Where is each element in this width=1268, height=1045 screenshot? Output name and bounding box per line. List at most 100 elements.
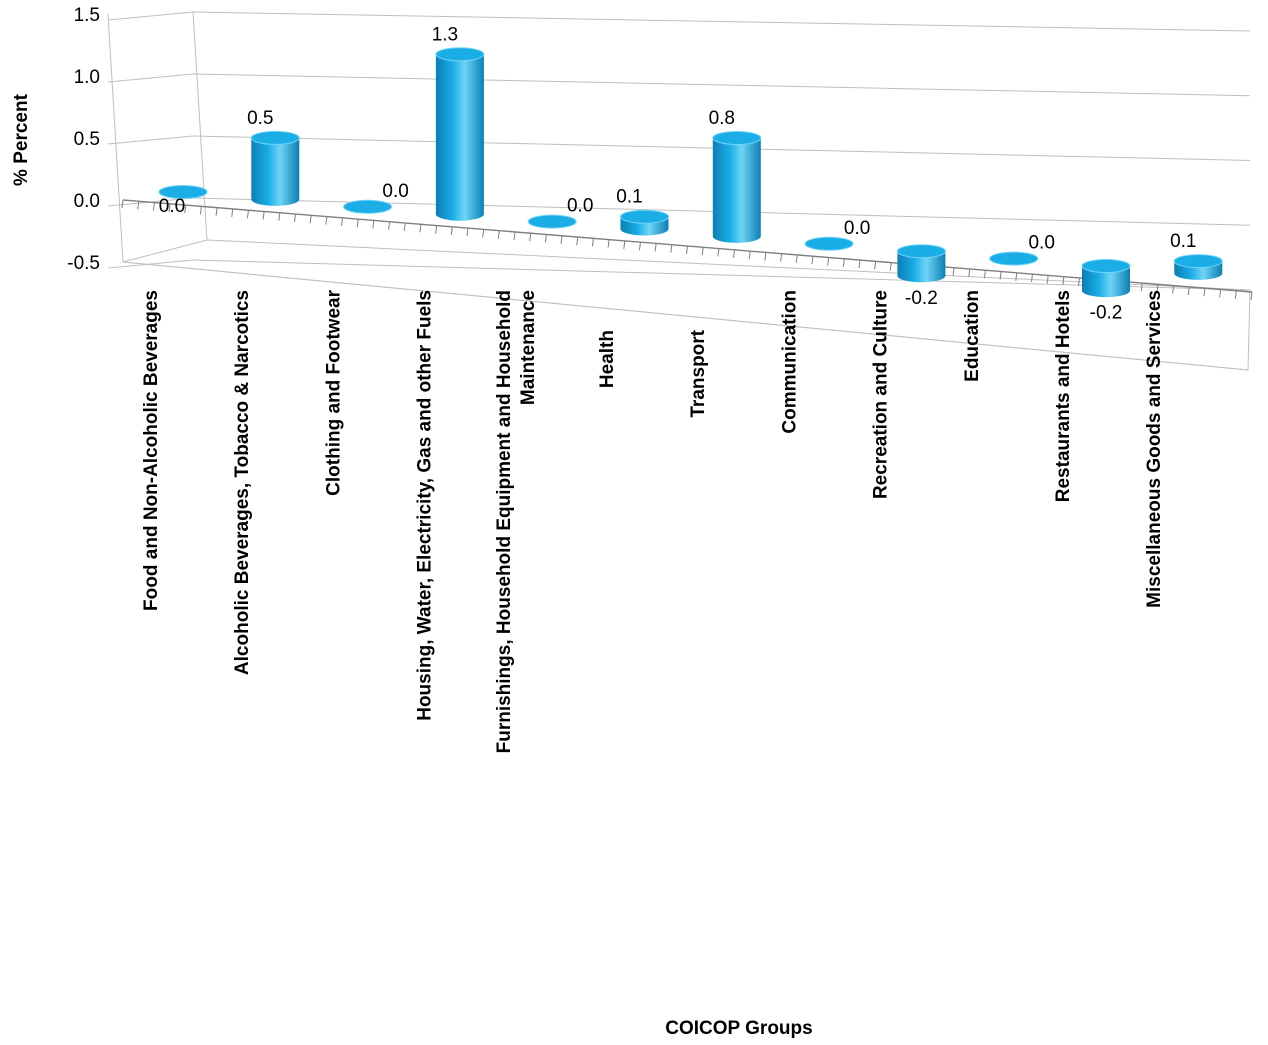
x-tick-mark [983,270,986,279]
category-label: Education [962,290,983,382]
bar-7 [804,236,854,251]
x-tick-mark [388,221,391,230]
data-label: -0.2 [1090,303,1123,324]
x-tick-mark [168,203,171,212]
category-label-line: Furnishings, Household Equipment and Hou… [494,290,515,753]
bar-body [712,138,761,243]
bar-1 [250,130,300,206]
x-tick-mark [1140,282,1143,292]
x-tick-mark [764,252,767,261]
x-tick-mark [638,242,641,251]
x-tick-mark [325,216,328,225]
chart-bars [158,47,1223,298]
x-tick-mark [435,225,438,234]
bar-body [251,137,300,206]
bar-cap [712,131,762,145]
x-tick-mark [497,230,500,239]
category-labels: Food and Non-Alcoholic Beverages Alcoholi… [141,289,1165,753]
data-label: 0.0 [159,196,185,217]
chart-floor [121,199,1253,371]
bar-0 [158,185,208,199]
x-tick-mark [858,259,861,269]
x-tick-mark [591,238,594,247]
x-tick-mark [999,271,1002,280]
bar-11 [1173,254,1223,280]
bar-cap [435,47,485,62]
x-tick-mark [231,208,234,218]
bar-body [897,251,946,283]
x-tick-mark [293,213,296,223]
x-tick-mark [1250,291,1253,301]
x-tick-mark [1203,288,1206,297]
x-tick-mark [529,233,532,242]
left-wall-edge [107,13,124,263]
x-tick-mark [842,258,845,267]
bar-cap [1173,254,1223,269]
category-label-line: Clothing and Footwear [323,289,344,495]
data-label: 0.5 [247,108,273,129]
category-label-line: Transport [688,329,709,417]
bar-cap [896,244,946,259]
x-tick-mark [874,261,877,270]
x-tick-mark [1234,290,1237,299]
category-label: Food and Non-Alcoholic Beverages [141,290,162,611]
bar-5 [620,209,669,236]
data-labels: 0.0 0.5 0.0 1.3 0.0 0.1 0.8 0.0 -0.2 0.0 -0.2 0.1 [159,24,1197,323]
x-tick-mark [811,256,814,265]
x-tick-mark [889,262,892,271]
category-label: Housing, Water, Electricity, Gas and oth… [415,290,436,721]
x-tick-mark [121,199,124,209]
x-tick-mark [1156,284,1159,293]
floor-front-edge [122,261,1249,371]
x-tick-mark [341,217,344,226]
x-tick-mark [623,240,626,249]
x-tick-mark [482,229,485,238]
y-tick-label: 1.5 [74,5,100,26]
x-tick-mark [1187,286,1190,295]
data-label: 0.0 [382,181,408,202]
data-label: 0.1 [1170,231,1196,252]
x-tick-mark [403,222,406,232]
data-label: 0.8 [709,108,735,129]
x-tick-mark [748,251,751,260]
floor-plane [122,239,1251,371]
x-tick-mark [952,267,955,276]
x-tick-mark [1172,285,1175,294]
bar-cap [1081,259,1131,273]
data-label: 0.0 [567,196,593,217]
x-tick-mark [466,228,469,237]
x-tick-mark [356,219,359,228]
x-tick-mark [968,268,971,278]
x-tick-mark [278,212,281,221]
category-label-line: Miscellaneous Goods and Services [1144,290,1165,608]
category-label: Miscellaneous Goods and Services [1144,290,1165,608]
x-axis-title: COICOP Groups [665,1018,812,1039]
bar-4 [527,214,577,229]
category-label: Communication [779,290,800,434]
bar-cap [804,236,854,251]
bar-body [1082,266,1130,298]
x-tick-mark [184,205,187,214]
x-tick-mark [513,231,516,241]
gridline [192,11,1251,32]
x-tick-mark [372,220,375,229]
bar-cap [250,130,300,145]
x-tick-mark [544,234,547,243]
gridline-left [107,259,194,269]
bar-cap [620,209,669,224]
x-tick-mark [717,248,720,257]
bar-10 [1081,259,1131,298]
x-tick-mark [246,210,249,219]
data-label: -0.2 [905,288,938,309]
category-label: Recreation and Culture [871,290,892,499]
y-tick-label: 0.0 [74,191,100,212]
x-tick-mark [733,249,736,258]
category-label: Furnishings, Household Equipment and Hou… [494,290,539,753]
gridline-left [107,73,194,83]
bar-6 [712,131,762,243]
x-tick-mark [215,207,218,216]
gridline [192,259,1251,291]
bar-body [435,54,484,221]
category-label: Restaurants and Hotels [1053,290,1074,502]
